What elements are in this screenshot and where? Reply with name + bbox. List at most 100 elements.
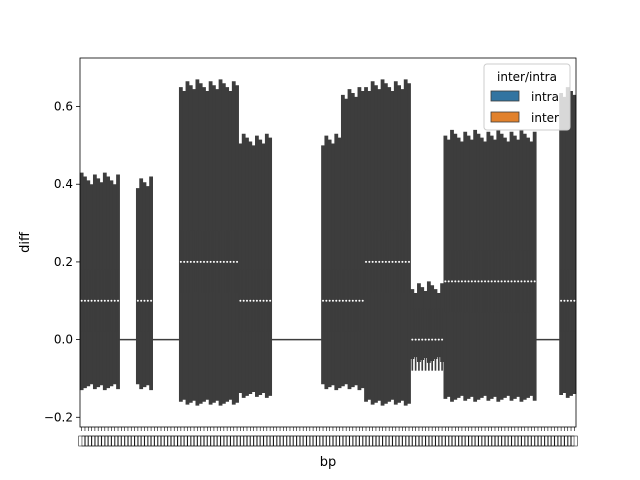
violin-median-point <box>338 299 341 302</box>
x-tick-label-glyph <box>534 435 542 447</box>
x-tick-label-glyph <box>382 435 390 447</box>
x-tick-label-glyph <box>161 435 168 447</box>
x-tick-label-glyph <box>514 435 522 447</box>
x-tick-label-glyph <box>372 435 380 447</box>
violin-median-point <box>203 260 205 263</box>
x-tick-label-glyph <box>94 435 102 447</box>
violin-median-point <box>487 280 490 283</box>
x-tick-label-glyph <box>567 435 575 447</box>
violin-median-point <box>193 260 196 263</box>
x-tick-label-glyph <box>402 435 409 447</box>
x-tick-label-glyph <box>207 435 214 447</box>
x-tick-label-glyph <box>369 435 376 447</box>
violin-median-point <box>358 299 361 302</box>
violin-median-point <box>474 280 477 283</box>
x-tick-label-glyph <box>240 435 247 447</box>
violin-median-point <box>570 299 573 302</box>
x-tick-label-glyph <box>349 435 357 447</box>
violin-median-point <box>398 260 401 263</box>
x-tick-label-glyph <box>564 435 571 447</box>
violin-median-point <box>229 260 232 263</box>
violin-median-point <box>527 280 530 283</box>
legend-swatch <box>490 111 520 123</box>
x-tick-label-glyph <box>458 435 466 447</box>
violin-median-point <box>146 299 149 302</box>
x-tick-label-glyph <box>108 435 115 447</box>
x-tick-label-glyph <box>501 435 509 447</box>
violin-median-point <box>143 299 146 302</box>
x-tick-label-glyph <box>461 435 469 447</box>
x-tick-label-glyph <box>319 435 327 447</box>
x-tick-label-glyph <box>399 435 406 447</box>
x-tick-label-glyph <box>78 435 85 447</box>
violin-median-point <box>394 260 397 263</box>
violin-median-point <box>470 280 473 283</box>
x-tick-label-glyph <box>488 435 495 447</box>
x-tick-label-glyph <box>233 435 241 447</box>
violin-median-point <box>199 260 202 263</box>
x-tick-label-glyph <box>174 435 181 447</box>
x-tick-label-glyph <box>538 435 545 447</box>
x-tick-label-glyph <box>528 435 535 447</box>
x-tick-label-glyph <box>170 435 178 447</box>
x-tick-label-glyph <box>571 435 578 447</box>
violin-median-point <box>335 299 338 302</box>
violin-median-point <box>417 338 420 341</box>
x-tick-label-glyph <box>326 435 333 447</box>
x-tick-label-glyph <box>395 435 403 447</box>
x-tick-label-glyph <box>508 435 515 447</box>
violin-median-point <box>507 280 510 283</box>
x-tick-label-glyph <box>316 435 323 447</box>
x-tick-label-glyph <box>306 435 314 447</box>
x-tick-label-glyph <box>121 435 128 447</box>
x-tick-label-glyph <box>389 435 396 447</box>
x-tick-label-glyph <box>280 435 287 447</box>
x-tick-label-glyph <box>144 435 152 447</box>
x-tick-label-glyph <box>167 435 175 447</box>
x-tick-label-glyph <box>531 435 538 447</box>
violin-median-point <box>480 280 483 283</box>
x-tick-label-glyph <box>104 435 112 447</box>
violin-median-point <box>345 299 348 302</box>
x-tick-label-glyph <box>392 435 400 447</box>
x-tick-label-glyph <box>342 435 350 447</box>
x-tick-label-glyph <box>180 435 188 447</box>
x-tick-label-glyph <box>475 435 482 447</box>
x-tick-label-glyph <box>412 435 419 447</box>
violin-median-point <box>490 280 493 283</box>
x-tick-label-glyph <box>561 435 568 447</box>
violin-median-point <box>388 260 391 263</box>
violin-median-point <box>523 280 526 283</box>
x-tick-label-glyph <box>366 435 373 447</box>
x-tick-label-glyph <box>438 435 446 447</box>
x-tick-label-glyph <box>425 435 433 447</box>
violin-median-point <box>467 280 470 283</box>
violin-median-point <box>325 299 328 302</box>
violin-median-point <box>444 280 447 283</box>
x-tick-label-glyph <box>237 435 244 447</box>
x-tick-label-glyph <box>385 435 393 447</box>
x-tick-label-glyph <box>491 435 499 447</box>
violin-median-point <box>434 338 437 341</box>
violin-median-point <box>520 280 523 283</box>
x-tick-label-glyph <box>435 435 443 447</box>
violin-median-point <box>259 299 262 302</box>
x-tick-label-glyph <box>442 435 449 447</box>
violin-median-point <box>179 260 182 263</box>
violin-median-point <box>242 299 245 302</box>
violin-median-point <box>361 299 364 302</box>
x-tick-label-glyph <box>409 435 416 447</box>
violin-median-point <box>457 280 460 283</box>
violin-median-point <box>136 299 139 302</box>
violin-group <box>79 79 577 406</box>
violin-median-point <box>239 299 242 302</box>
x-tick-label-glyph <box>418 435 426 447</box>
x-tick-label-glyph <box>541 435 548 447</box>
x-tick-label-glyph <box>187 435 195 447</box>
x-tick-label-glyph <box>114 435 122 447</box>
violin-median-point <box>378 260 381 263</box>
violin-median-point <box>437 338 440 341</box>
violin-median-point <box>566 299 569 302</box>
x-tick-label-glyph <box>147 435 155 447</box>
violin-median-point <box>411 338 414 341</box>
